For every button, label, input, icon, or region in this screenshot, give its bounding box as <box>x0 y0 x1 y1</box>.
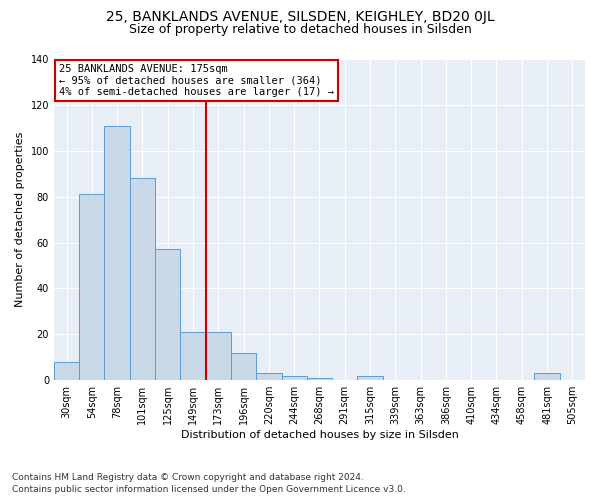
Bar <box>206 332 231 380</box>
Bar <box>281 376 307 380</box>
Bar <box>104 126 130 380</box>
Bar <box>181 332 206 380</box>
Text: 25, BANKLANDS AVENUE, SILSDEN, KEIGHLEY, BD20 0JL: 25, BANKLANDS AVENUE, SILSDEN, KEIGHLEY,… <box>106 10 494 24</box>
Bar <box>155 250 181 380</box>
Y-axis label: Number of detached properties: Number of detached properties <box>15 132 25 308</box>
Bar <box>231 352 256 380</box>
Text: 25 BANKLANDS AVENUE: 175sqm
← 95% of detached houses are smaller (364)
4% of sem: 25 BANKLANDS AVENUE: 175sqm ← 95% of det… <box>59 64 334 97</box>
Text: Contains public sector information licensed under the Open Government Licence v3: Contains public sector information licen… <box>12 485 406 494</box>
Text: Size of property relative to detached houses in Silsden: Size of property relative to detached ho… <box>128 22 472 36</box>
Bar <box>358 376 383 380</box>
Text: Contains HM Land Registry data © Crown copyright and database right 2024.: Contains HM Land Registry data © Crown c… <box>12 472 364 482</box>
Bar <box>130 178 155 380</box>
Bar <box>535 374 560 380</box>
Bar <box>54 362 79 380</box>
Bar <box>256 374 281 380</box>
X-axis label: Distribution of detached houses by size in Silsden: Distribution of detached houses by size … <box>181 430 458 440</box>
Bar <box>307 378 332 380</box>
Bar <box>79 194 104 380</box>
